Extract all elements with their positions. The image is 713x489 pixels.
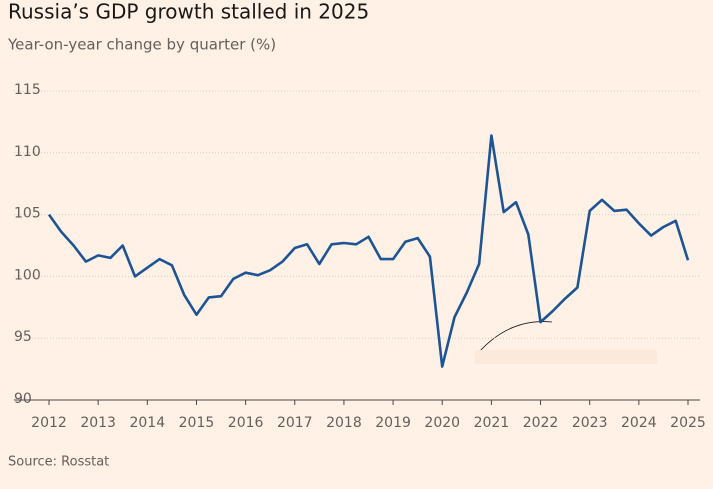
source: Source: Rosstat [8, 455, 109, 470]
x-tick-label: 2024 [621, 415, 657, 431]
x-tick-label: 2013 [80, 415, 116, 431]
x-tick-label: 2017 [277, 415, 313, 431]
x-tick-label: 2018 [326, 415, 362, 431]
x-tick-label: 2015 [179, 415, 215, 431]
y-tick-label: 90 [14, 391, 32, 407]
x-tick-label: 2023 [572, 415, 608, 431]
annotation-redacted [475, 350, 657, 364]
chart-title: Russia’s GDP growth stalled in 2025 [8, 0, 369, 24]
x-tick-label: 2021 [474, 415, 510, 431]
x-tick-label: 2019 [375, 415, 411, 431]
y-tick-label: 110 [14, 144, 41, 160]
y-tick-label: 115 [14, 82, 41, 98]
x-tick-label: 2014 [129, 415, 165, 431]
x-tick-label: 2025 [670, 415, 706, 431]
x-tick-label: 2016 [228, 415, 264, 431]
line-series [47, 134, 690, 368]
x-tick-label: 2012 [31, 415, 67, 431]
x-tick-label: 2020 [424, 415, 460, 431]
y-tick-label: 100 [14, 267, 41, 283]
x-tick-label: 2022 [523, 415, 559, 431]
annotation-arc [478, 321, 553, 353]
chart-subtitle: Year-on-year change by quarter (%) [7, 36, 276, 54]
y-tick-label: 95 [14, 329, 32, 345]
y-tick-label: 105 [14, 206, 41, 222]
